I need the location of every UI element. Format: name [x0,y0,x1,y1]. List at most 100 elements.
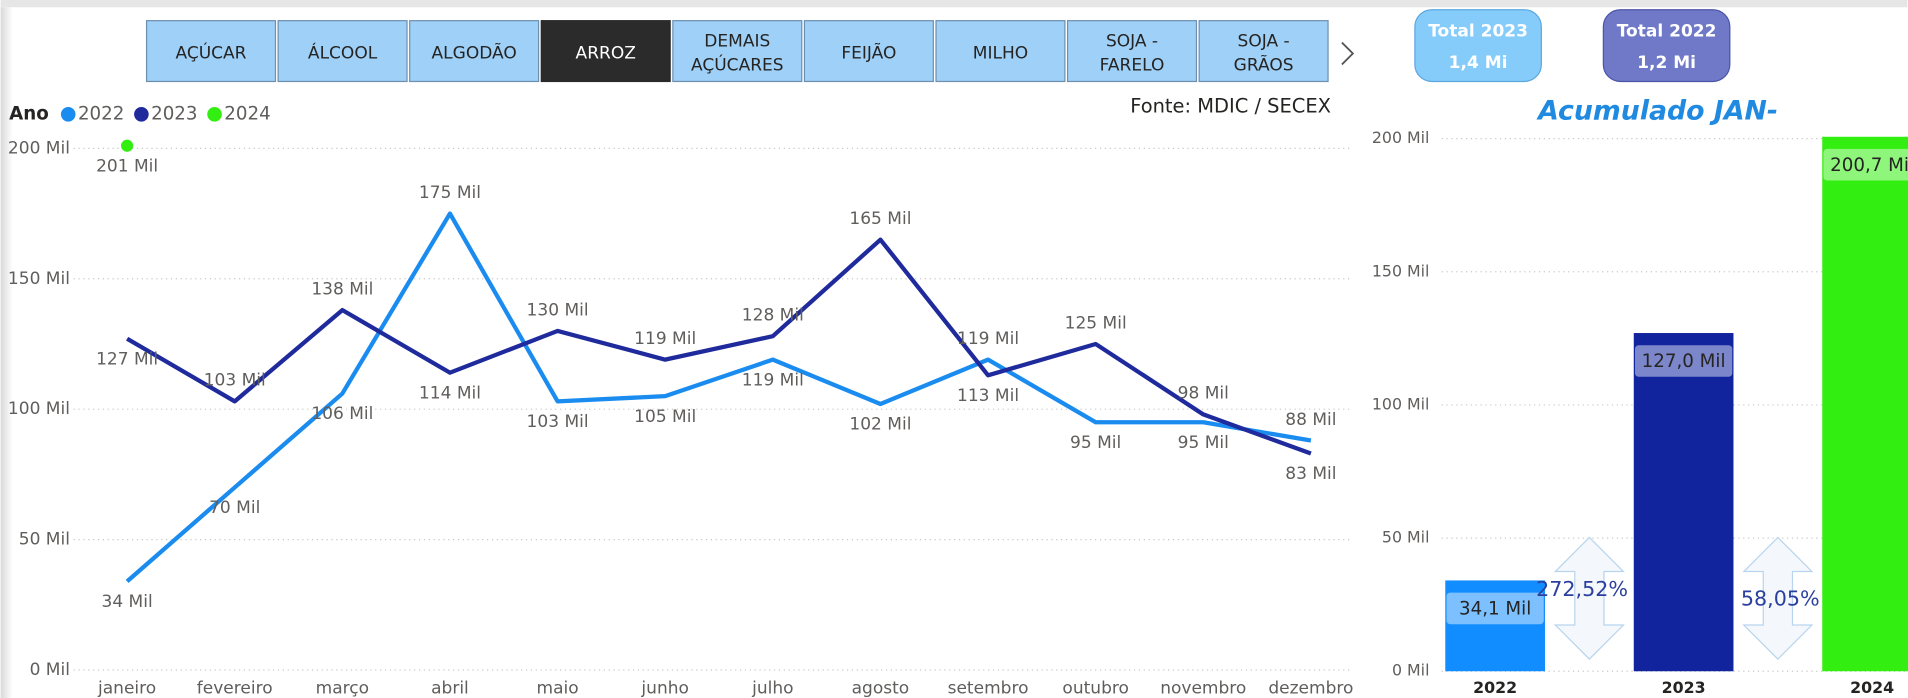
series-line [126,237,1312,456]
data-label: 70 Mil [209,498,260,518]
tab-label: FEIJÃO [841,42,896,64]
data-label: 113 Mil [957,386,1019,406]
x-tick-label: janeiro [97,678,156,698]
series-line [125,211,1312,583]
bar [1445,580,1545,672]
legend-marker [60,107,76,122]
tab-label: ÁLCOOL [308,42,378,64]
label-box [1823,148,1908,181]
data-label: 138 Mil [311,279,373,299]
x-tick-label: 2024 [1850,678,1894,697]
x-tick-label: outubro [1062,678,1128,698]
tab[interactable] [277,20,408,83]
data-label: 119 Mil [742,370,804,390]
data-label: 125 Mil [1065,313,1127,333]
x-tick-label: setembro [948,678,1029,698]
bar [1633,333,1734,672]
tab-label: ALGODÃO [432,42,517,64]
label-box [1634,345,1733,377]
data-label: 95 Mil [1070,433,1121,453]
x-tick-label: 2022 [1473,678,1517,697]
tab[interactable] [672,20,803,83]
tab-label: GRÃOS [1234,54,1294,76]
x-tick-label: 2023 [1662,678,1706,697]
tab[interactable] [145,20,277,83]
x-tick-label: abril [431,678,469,698]
tab-label: SOJA - [1106,31,1158,51]
y-tick-label: 100 Mil [1372,394,1430,413]
y-tick-label: 0 Mil [1392,661,1429,680]
double-arrow [1742,536,1814,660]
legend-label: 2023 [151,103,197,124]
data-label: 106 Mil [311,404,373,424]
data-label: 83 Mil [1285,464,1336,484]
data-label: 105 Mil [634,407,696,427]
tab-label: AÇÚCAR [175,42,246,64]
tab[interactable] [409,20,540,83]
button-value: 1,4 Mi [1449,53,1508,73]
top-strip [0,0,1908,8]
data-label: 128 Mil [742,305,804,325]
legend-label: 2022 [78,103,124,124]
data-label: 119 Mil [634,329,696,349]
left-shadow [0,7,13,698]
tab-label: AÇÚCARES [691,54,784,76]
double-arrow [1553,536,1625,660]
tab[interactable] [935,20,1066,83]
data-label: 201 Mil [96,156,158,176]
legend-marker [207,107,222,122]
data-label: 175 Mil [419,183,481,203]
data-label: 114 Mil [419,383,481,403]
data-label: 127,0 Mil [1642,351,1726,372]
data-label: 165 Mil [849,209,911,229]
data-label: 34,1 Mil [1459,599,1531,620]
legend-title: Ano [9,103,49,124]
x-tick-label: novembro [1160,678,1246,698]
annotation: 58,05% [1741,587,1820,611]
next-arrow[interactable] [1341,41,1355,66]
y-tick-label: 200 Mil [1372,128,1430,147]
legend-marker [134,107,149,122]
tab[interactable] [540,20,671,83]
tab-label: SOJA - [1238,31,1290,51]
button-value: 1,2 Mi [1637,53,1696,73]
data-label: 98 Mil [1178,384,1229,404]
y-tick-label: 0 Mil [30,660,70,680]
tab-label: ARROZ [576,44,636,64]
data-label: 88 Mil [1285,410,1336,430]
tab[interactable] [1066,20,1198,83]
button-title: Total 2023 [1428,22,1528,42]
x-tick-label: agosto [852,678,910,698]
data-label: 127 Mil [96,349,158,369]
data-label: 102 Mil [849,415,911,435]
tab[interactable] [1198,20,1329,83]
x-tick-label: maio [537,678,579,698]
y-tick-label: 50 Mil [19,530,70,550]
data-label: 200,7 Mil [1830,155,1908,176]
x-tick-label: junho [640,678,689,698]
tab-label: DEMAIS [704,31,770,51]
data-label: 130 Mil [527,300,589,320]
legend-label: 2024 [224,103,270,124]
x-tick-label: julho [751,678,793,698]
data-label: 103 Mil [527,412,589,432]
data-label: 95 Mil [1178,433,1229,453]
data-label: 34 Mil [101,592,152,612]
y-tick-label: 100 Mil [8,399,70,419]
data-label: 119 Mil [957,329,1019,349]
total-button[interactable] [1602,9,1731,83]
y-tick-label: 150 Mil [1372,261,1430,280]
label-box [1446,592,1544,625]
button-title: Total 2022 [1617,22,1717,42]
total-button[interactable] [1414,9,1542,83]
data-label: 103 Mil [204,371,266,391]
tab-label: FARELO [1100,56,1165,76]
x-tick-label: dezembro [1268,678,1353,698]
annotation: 272,52% [1536,577,1628,601]
tab[interactable] [803,20,934,83]
y-tick-label: 200 Mil [8,138,70,158]
y-tick-label: 150 Mil [8,269,70,289]
y-tick-label: 50 Mil [1382,528,1430,547]
